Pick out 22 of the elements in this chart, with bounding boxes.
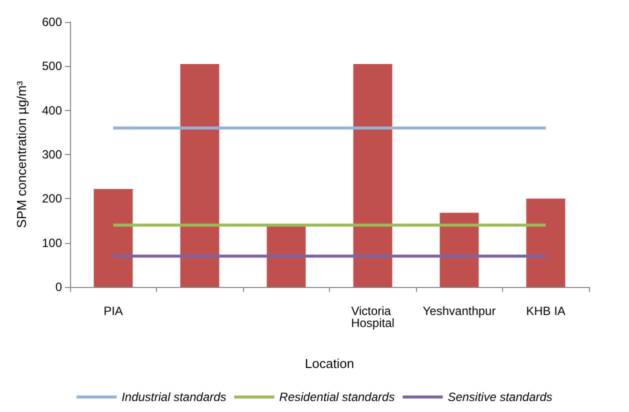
legend-label: Residential standards (279, 390, 395, 404)
legend-label: Industrial standards (122, 390, 226, 404)
legend-label: Sensitive standards (448, 390, 552, 404)
bar (94, 188, 133, 287)
y-tick-label: 600 (42, 15, 62, 29)
x-axis-title: Location (304, 356, 354, 371)
y-tick-label: 500 (42, 59, 62, 74)
y-tick-label: 0 (55, 280, 62, 294)
y-tick-label: 100 (42, 236, 62, 250)
y-tick-label: 300 (42, 148, 62, 162)
y-tick-label: 200 (42, 192, 62, 206)
bar (440, 212, 479, 287)
y-tick-label: 400 (42, 103, 62, 118)
x-tick-label: KHB IA (526, 304, 566, 318)
x-tick-label: PIA (104, 304, 123, 318)
bar (526, 198, 566, 287)
bar (180, 64, 220, 287)
x-tick-label: Yeshvanthpur (422, 304, 496, 318)
x-tick-label: Victoria Hospital (351, 304, 394, 330)
y-axis-title: SPM concentration µg/m³ (14, 80, 29, 228)
bar (353, 64, 392, 287)
bar (266, 226, 306, 287)
